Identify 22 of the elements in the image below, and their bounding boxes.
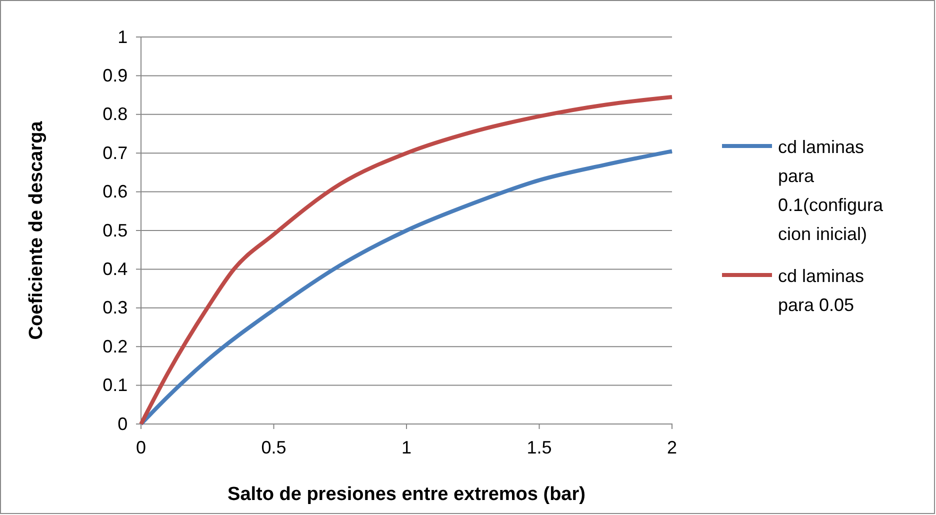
- y-tick-label: 0.8: [102, 104, 128, 124]
- x-tick-label: 0.5: [261, 438, 286, 458]
- y-tick-label: 0.5: [102, 220, 128, 240]
- x-tick-label: 0: [136, 438, 146, 458]
- line-series: [139, 94, 674, 426]
- y-tick-label: 1: [118, 26, 128, 47]
- y-tick-label: 0.2: [102, 336, 128, 356]
- y-tick-label: 0.4: [102, 258, 128, 279]
- y-tick-label: 0: [118, 414, 128, 434]
- line-series: [139, 149, 674, 426]
- x-tick-label: 1: [401, 438, 412, 458]
- legend-label: cd laminas para 0.05: [778, 266, 864, 315]
- y-tick-label: 0.6: [102, 182, 128, 202]
- y-tick-label: 0.9: [102, 65, 128, 86]
- y-tick-label: 0.3: [102, 298, 128, 318]
- y-tick-label: 0.7: [102, 142, 128, 163]
- y-tick-label: 0.1: [102, 375, 128, 396]
- y-axis-title: Coeficiente de descarga: [26, 120, 47, 340]
- x-tick-label: 2: [666, 438, 678, 458]
- legend-label: cd laminas para 0.1(configuracion inicial): [778, 137, 884, 244]
- x-axis-title: Salto de presiones entre extremos (bar): [228, 484, 586, 505]
- x-tick-label: 1.5: [526, 438, 552, 458]
